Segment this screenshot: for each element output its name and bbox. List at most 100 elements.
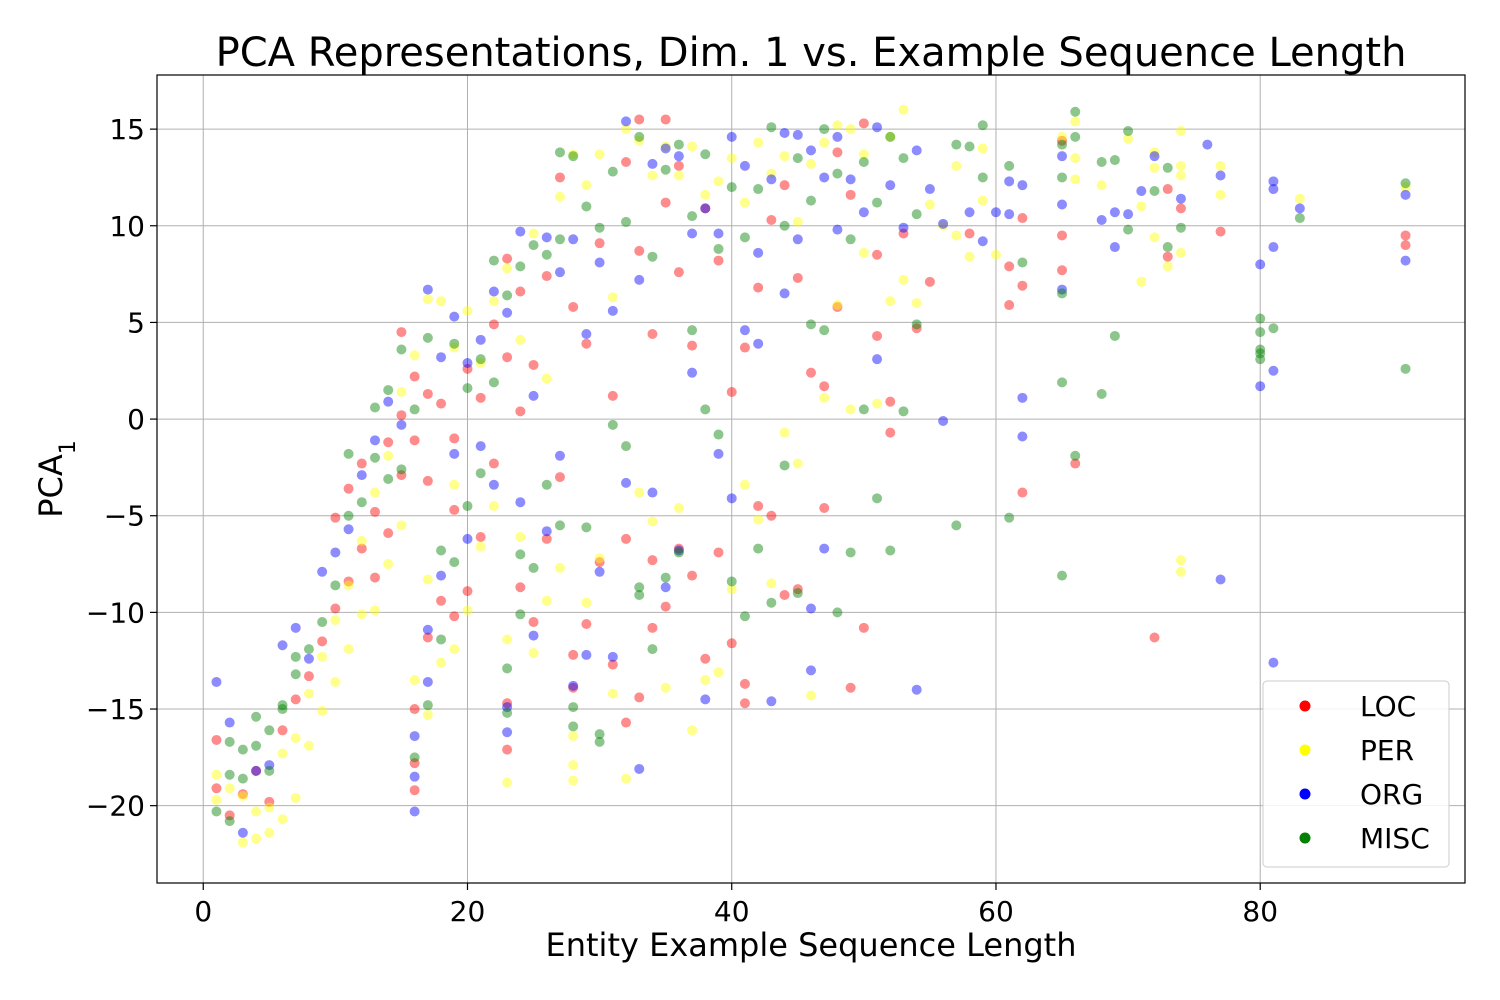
data-point-loc: [1400, 230, 1411, 241]
data-point-per: [766, 168, 777, 179]
data-point-per: [502, 634, 513, 645]
data-point-per: [449, 479, 460, 490]
data-point-loc: [409, 704, 420, 715]
data-point-loc: [673, 267, 684, 278]
data-point-per: [792, 216, 803, 227]
data-point-org: [1215, 574, 1226, 585]
data-point-per: [924, 199, 935, 210]
data-point-org: [911, 684, 922, 695]
data-point-org: [211, 676, 222, 687]
data-point-org: [370, 435, 380, 446]
data-point-per: [541, 595, 552, 606]
data-point-loc: [422, 632, 433, 643]
data-point-org: [806, 603, 816, 614]
data-point-loc: [224, 810, 235, 821]
data-point-misc: [766, 122, 777, 133]
data-point-per: [607, 688, 618, 699]
legend-label-misc: MISC: [1360, 822, 1430, 855]
data-point-misc: [634, 131, 645, 142]
data-point-per: [660, 682, 671, 693]
data-point-loc: [449, 433, 460, 444]
data-point-org: [1017, 431, 1028, 442]
data-point-misc: [449, 338, 460, 349]
data-point-org: [673, 545, 684, 556]
data-point-loc: [488, 458, 499, 469]
data-point-loc: [713, 547, 724, 558]
data-point-misc: [885, 545, 896, 556]
data-point-org: [581, 329, 592, 340]
data-point-per: [1149, 147, 1160, 158]
data-point-org: [634, 763, 645, 774]
legend-label-org: ORG: [1360, 778, 1423, 811]
data-point-per: [700, 675, 711, 686]
data-point-per: [462, 605, 473, 616]
data-point-org: [634, 274, 645, 285]
data-point-org: [700, 203, 711, 214]
data-point-misc: [832, 607, 843, 618]
data-point-per: [475, 358, 486, 369]
data-point-loc: [819, 381, 830, 392]
data-point-per: [581, 180, 592, 191]
data-point-misc: [436, 545, 447, 556]
data-point-misc: [436, 634, 447, 645]
data-point-loc: [726, 638, 737, 649]
data-point-per: [422, 574, 433, 585]
data-point-misc: [792, 153, 803, 164]
data-point-loc: [766, 214, 777, 225]
data-point-org: [779, 127, 790, 138]
data-point-per: [541, 373, 552, 384]
data-point-loc: [462, 363, 473, 374]
data-point-per: [806, 690, 816, 701]
series-per: [211, 104, 1411, 848]
data-point-misc: [1004, 512, 1015, 523]
data-point-org: [330, 547, 341, 558]
data-point-misc: [1004, 160, 1015, 171]
data-point-per: [739, 197, 750, 208]
data-point-loc: [528, 359, 539, 370]
data-point-misc: [515, 549, 526, 560]
data-point-org: [1268, 176, 1279, 187]
data-point-per: [726, 153, 737, 164]
data-point-org: [502, 307, 513, 318]
data-point-per: [1136, 276, 1147, 287]
data-point-loc: [753, 282, 764, 293]
data-point-loc: [502, 352, 513, 363]
data-point-loc: [449, 504, 460, 515]
data-point-misc: [1123, 126, 1134, 137]
data-point-org: [264, 760, 275, 771]
data-point-per: [356, 535, 367, 546]
legend-box: [1262, 680, 1450, 868]
data-point-org: [660, 143, 671, 154]
data-point-per: [753, 137, 764, 148]
data-point-per: [779, 151, 790, 162]
legend-label-per: PER: [1360, 734, 1414, 767]
data-point-misc: [303, 644, 314, 655]
data-point-loc: [356, 543, 367, 554]
data-point-org: [1057, 199, 1068, 210]
data-point-loc: [554, 172, 565, 183]
data-point-org: [673, 151, 684, 162]
data-point-misc: [1057, 139, 1068, 150]
data-point-loc: [621, 156, 632, 167]
data-point-loc: [660, 197, 671, 208]
data-point-org: [449, 448, 460, 459]
data-point-loc: [568, 649, 579, 660]
data-point-misc: [621, 441, 632, 452]
data-point-misc: [1268, 323, 1279, 334]
data-point-per: [211, 794, 222, 805]
data-point-misc: [726, 576, 737, 587]
data-point-org: [977, 236, 988, 247]
data-point-loc: [475, 392, 486, 403]
data-point-misc: [594, 729, 605, 740]
data-point-org: [1149, 151, 1160, 162]
data-point-per: [964, 251, 975, 262]
data-point-misc: [1400, 363, 1411, 374]
data-point-misc: [502, 707, 513, 718]
data-point-misc: [1255, 344, 1266, 355]
data-point-misc: [277, 700, 288, 711]
data-point-per: [977, 195, 988, 206]
data-point-org: [1294, 203, 1305, 214]
data-point-misc: [515, 609, 526, 620]
x-tick-label: 40: [714, 895, 750, 928]
data-point-misc: [1057, 570, 1068, 581]
